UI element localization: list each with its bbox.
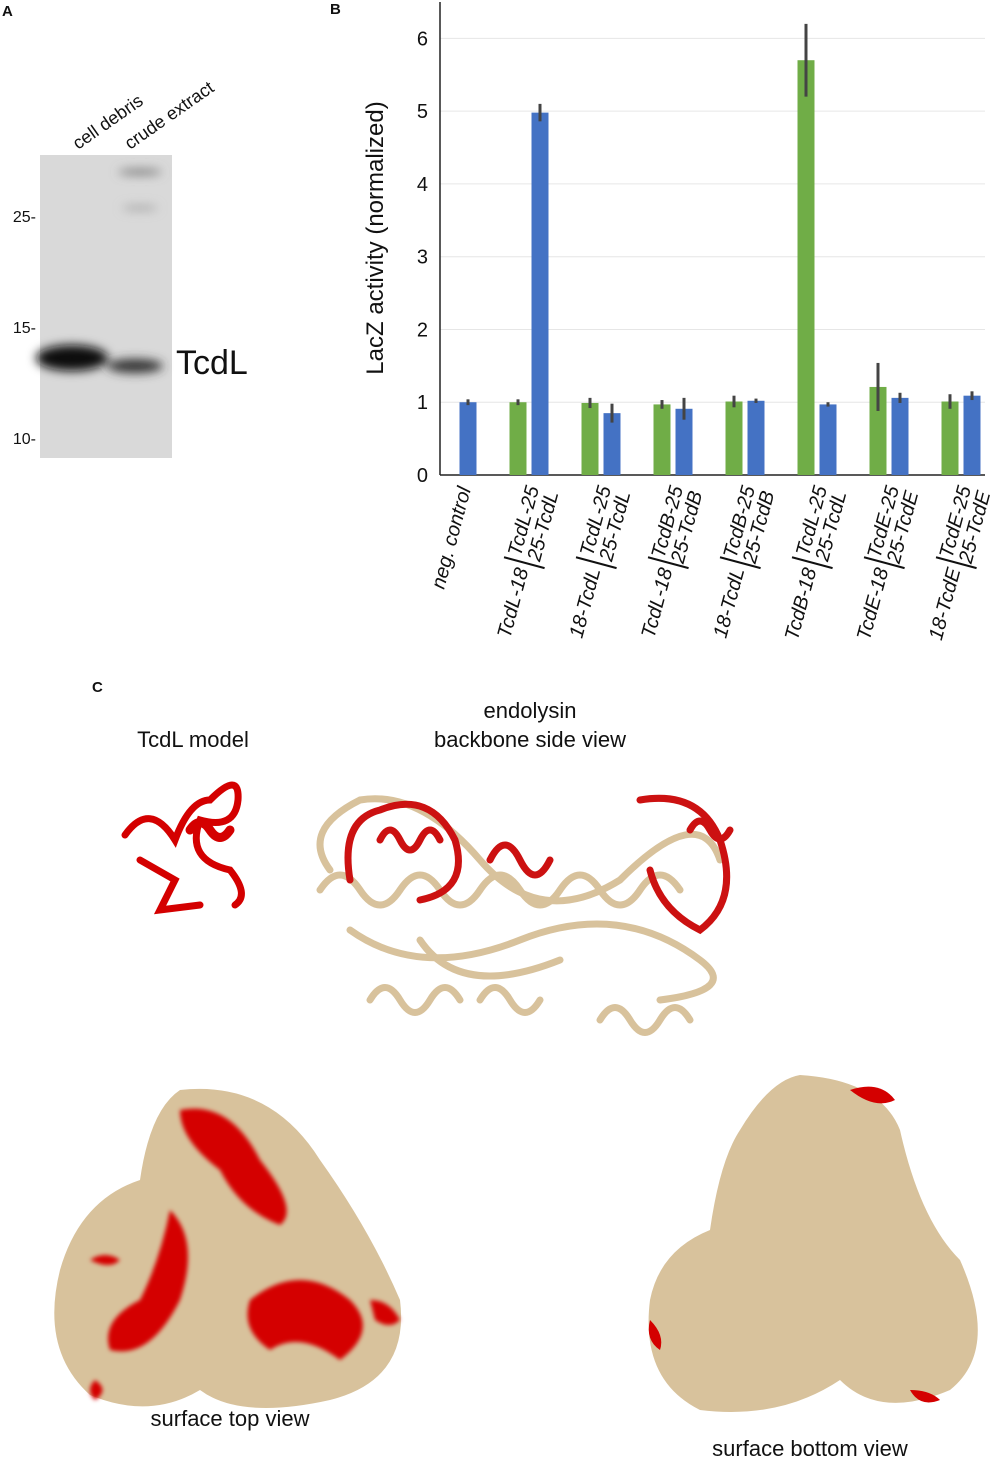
y-tick-label: 3 xyxy=(417,247,428,269)
bar xyxy=(869,386,887,475)
surface-top-view xyxy=(54,1088,402,1408)
view-title: surface bottom view xyxy=(712,1436,908,1461)
lane-label: crude extract xyxy=(121,77,218,153)
label-separator xyxy=(719,556,761,570)
bar xyxy=(725,401,743,475)
bar xyxy=(797,60,815,475)
bar xyxy=(581,402,599,475)
bar xyxy=(603,413,621,475)
blot-bands xyxy=(36,169,163,373)
x-tick-label: TcdE-18 xyxy=(853,566,893,643)
view-title: backbone side view xyxy=(434,727,626,752)
view-title: endolysin xyxy=(484,698,577,723)
y-tick-label: 0 xyxy=(417,465,428,487)
label-separator xyxy=(863,556,905,570)
bar xyxy=(941,401,959,475)
bar xyxy=(819,404,837,475)
label-separator xyxy=(791,556,833,570)
y-tick-label: 5 xyxy=(417,101,428,123)
marker-label: 25- xyxy=(13,209,36,226)
panel-label: B xyxy=(330,1,341,18)
tcdl-model xyxy=(121,781,245,915)
panel-label: C xyxy=(92,679,103,696)
marker-label: 15- xyxy=(13,320,36,337)
x-tick-label: 18-TcdL xyxy=(710,566,750,641)
bar xyxy=(509,402,527,475)
x-tick-label: TcdL-18 xyxy=(494,566,534,641)
surface-bottom-view xyxy=(648,1075,978,1412)
label-separator xyxy=(575,556,617,570)
bar xyxy=(653,404,671,475)
y-tick-label: 1 xyxy=(417,392,428,414)
bar xyxy=(675,408,693,475)
panel-label: A xyxy=(2,3,13,20)
bar xyxy=(459,402,477,475)
x-tick-label: TcdL-18 xyxy=(638,566,678,641)
bar xyxy=(747,400,765,475)
marker-label: 10- xyxy=(13,431,36,448)
x-tick-label: TcdB-18 xyxy=(781,566,821,643)
x-tick-label: neg. control xyxy=(428,484,476,591)
x-tick-label: 18-TcdE xyxy=(925,565,966,643)
bar-chart: B LacZ activity (normalized) 0 1 2 3 4 5 6 neg.… xyxy=(330,1,995,643)
y-tick-label: 6 xyxy=(417,28,428,50)
y-tick-label: 2 xyxy=(417,319,428,341)
label-separator xyxy=(935,556,977,570)
label-separator xyxy=(647,556,689,570)
label-separator xyxy=(503,556,545,570)
blot xyxy=(40,155,172,458)
bar xyxy=(891,397,909,475)
y-tick-label: 4 xyxy=(417,174,428,196)
y-axis-label: LacZ activity (normalized) xyxy=(362,101,389,374)
bar xyxy=(531,112,549,476)
endolysin-backbone xyxy=(316,794,734,1036)
x-tick-label: neg. control xyxy=(428,484,476,591)
bar xyxy=(963,395,981,475)
band-label: TcdL xyxy=(176,344,248,382)
view-title: surface top view xyxy=(151,1406,310,1431)
view-title: TcdL model xyxy=(137,727,249,752)
x-tick-label: 18-TcdL xyxy=(566,566,606,641)
